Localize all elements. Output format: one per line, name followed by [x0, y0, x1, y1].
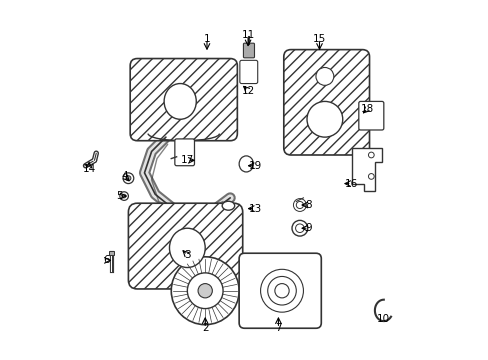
Text: 19: 19 [248, 161, 261, 171]
Circle shape [171, 257, 239, 325]
Ellipse shape [239, 156, 253, 172]
Text: 7: 7 [275, 323, 281, 333]
FancyBboxPatch shape [108, 251, 114, 255]
FancyBboxPatch shape [283, 50, 369, 155]
Text: 6: 6 [103, 255, 110, 265]
Circle shape [306, 102, 342, 137]
Circle shape [315, 67, 333, 85]
Text: 11: 11 [241, 30, 254, 40]
FancyBboxPatch shape [240, 60, 257, 84]
Circle shape [367, 174, 373, 179]
Circle shape [293, 199, 305, 211]
Circle shape [187, 273, 223, 309]
FancyBboxPatch shape [239, 253, 321, 328]
Text: 15: 15 [312, 34, 325, 44]
Ellipse shape [164, 84, 196, 119]
Text: 1: 1 [203, 34, 210, 44]
FancyBboxPatch shape [243, 43, 254, 58]
Text: 17: 17 [181, 156, 194, 165]
FancyBboxPatch shape [128, 203, 242, 289]
FancyBboxPatch shape [358, 102, 383, 130]
FancyBboxPatch shape [130, 59, 237, 141]
Circle shape [295, 224, 304, 233]
FancyBboxPatch shape [175, 139, 194, 166]
Circle shape [367, 152, 373, 158]
Text: 12: 12 [241, 86, 254, 96]
Ellipse shape [222, 201, 234, 210]
Circle shape [296, 202, 303, 208]
Text: 13: 13 [248, 203, 261, 213]
Text: 9: 9 [305, 223, 311, 233]
Text: 18: 18 [360, 104, 374, 113]
Circle shape [198, 284, 212, 298]
Text: 16: 16 [345, 179, 358, 189]
Ellipse shape [169, 228, 205, 267]
Text: 2: 2 [202, 323, 208, 333]
Text: 3: 3 [183, 250, 190, 260]
Text: 10: 10 [376, 314, 389, 324]
Text: 14: 14 [82, 164, 96, 174]
Circle shape [120, 192, 128, 201]
Text: 5: 5 [116, 191, 122, 201]
Text: 4: 4 [122, 171, 128, 181]
Circle shape [122, 194, 125, 198]
Text: 8: 8 [305, 200, 311, 210]
Circle shape [125, 176, 131, 181]
Polygon shape [351, 148, 381, 191]
Circle shape [123, 173, 134, 184]
Circle shape [291, 220, 307, 236]
